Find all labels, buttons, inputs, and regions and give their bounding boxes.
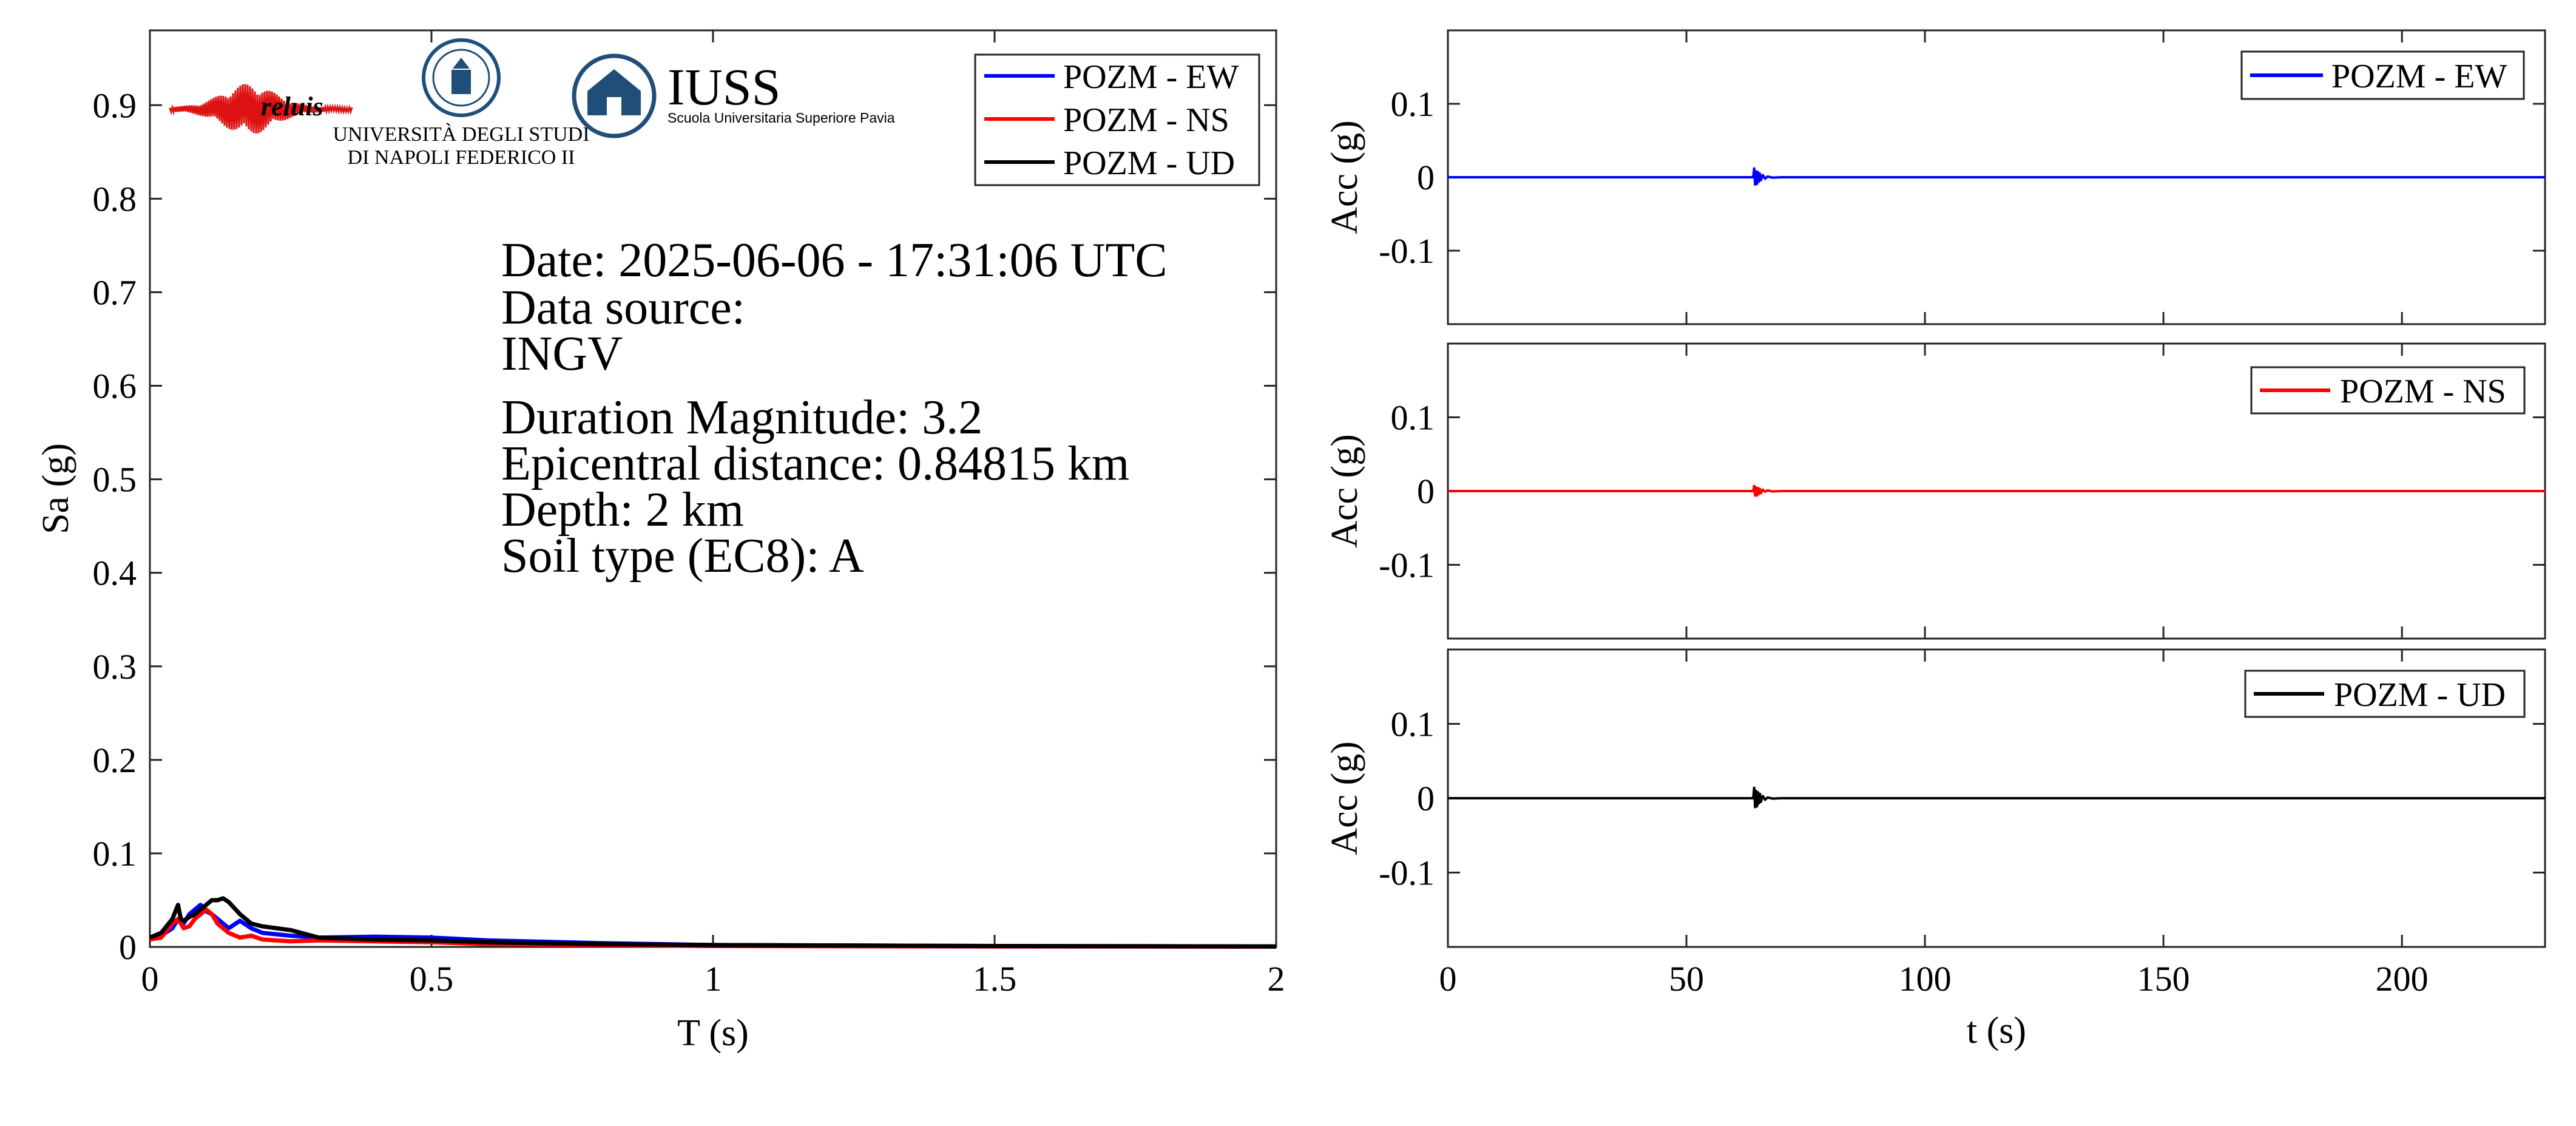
accelerogram-ud-ytick-label: 0.1 (1391, 705, 1435, 744)
spectrum-x-axis-label: T (s) (677, 1012, 749, 1054)
accelerogram-ns-ytick-label: 0.1 (1391, 398, 1435, 438)
accelerogram-ud-xtick-label: 200 (2376, 959, 2429, 999)
accelerogram-ns-ticks: 0.1 0 -0.1 (1379, 344, 2545, 639)
legend-label-ew: POZM - EW (1063, 58, 1239, 96)
reluis-logo-text: reluis (261, 92, 323, 121)
spectrum-ytick-label: 0.5 (93, 460, 137, 500)
unina-seal-figure-icon (451, 58, 471, 94)
spectrum-lines (149, 896, 1277, 949)
accelerogram-ud-xtick-label: 50 (1669, 959, 1704, 999)
accelerogram-ud-legend-label: POZM - UD (2334, 676, 2506, 714)
spectrum-legend: POZM - EW POZM - NS POZM - UD (974, 53, 1260, 186)
data-source-label: Data source: (501, 281, 745, 334)
unina-seal-inner-icon (432, 49, 490, 107)
depth: Depth: 2 km (501, 483, 744, 537)
accelerogram-ud-ticks: 0.1 0 -0.1 0 50 100 150 200 (1379, 649, 2545, 999)
accelerogram-ew-lines (1448, 167, 2545, 186)
iuss-title: IUSS (668, 58, 780, 116)
data-source-value: INGV (501, 327, 623, 381)
accelerogram-ew-series-ew (1448, 167, 2545, 186)
spectrum-ytick-label: 0 (119, 928, 137, 967)
accelerogram-ud-lines (1448, 786, 2545, 809)
unina-line1: UNIVERSITÀ DEGLI STUDI (333, 123, 589, 146)
accelerogram-ud-xtick-label: 100 (1899, 959, 1952, 999)
accelerogram-ew-ytick-label: 0 (1417, 158, 1435, 197)
unina-seal-icon (422, 38, 501, 117)
spectrum-ytick-label: 0.7 (93, 273, 137, 312)
iuss-subtitle: Scuola Universitaria Superiore Pavia (668, 110, 895, 126)
reluis-waveform-line (169, 84, 353, 134)
accelerogram-ns-ytick-label: -0.1 (1379, 546, 1435, 585)
legend-label-ns: POZM - NS (1063, 101, 1229, 139)
accelerogram-ns-panel: 0.1 0 -0.1 Acc (g) POZM - NS (1324, 342, 2546, 640)
accelerogram-ew-ticks: 0.1 0 -0.1 (1379, 30, 2545, 324)
spectrum-ticks: 0 0.1 0.2 0.3 0.4 0.5 0.6 0.7 0.8 0.9 0 0.5 1 1.5 2 (93, 30, 1285, 999)
event-date: Date: 2025-06-06 - 17:31:06 UTC (501, 234, 1168, 287)
reluis-logo: reluis (169, 84, 353, 134)
spectrum-ytick-label: 0.3 (93, 647, 137, 687)
accelerogram-ns-y-axis-label: Acc (g) (1324, 434, 1365, 548)
iuss-building-door-icon (607, 97, 621, 115)
spectrum-y-axis-label: Sa (g) (35, 443, 76, 534)
accelerogram-ns-ytick-label: 0 (1417, 472, 1435, 511)
accelerogram-ew-legend-label: POZM - EW (2331, 58, 2507, 95)
spectrum-ytick-label: 0.8 (93, 179, 137, 219)
accelerogram-ud-series-ud (1448, 786, 2545, 809)
legend-label-ud: POZM - UD (1063, 144, 1235, 182)
accelerogram-ud-panel: 0.1 0 -0.1 0 50 100 150 200 Acc (g) t (s) POZM … (1324, 648, 2546, 1051)
spectrum-chart: 0 0.1 0.2 0.3 0.4 0.5 0.6 0.7 0.8 0.9 0 0.5 1 1.5 2 T … (35, 29, 1285, 1054)
iuss-logo: IUSS Scuola Universitaria Superiore Pavi… (572, 53, 895, 138)
duration-magnitude: Duration Magnitude: 3.2 (501, 391, 982, 444)
spectrum-xtick-label: 2 (1268, 959, 1285, 999)
accelerogram-ud-y-axis-label: Acc (g) (1324, 741, 1365, 855)
accelerogram-ns-legend-label: POZM - NS (2340, 373, 2506, 410)
unina-logo: UNIVERSITÀ DEGLI STUDI DI NAPOLI FEDERIC… (333, 38, 590, 169)
accelerogram-ud-xtick-label: 150 (2137, 959, 2190, 999)
accelerogram-ns-lines (1448, 484, 2545, 497)
spectrum-xtick-label: 1 (705, 959, 722, 999)
iuss-emblem-icon (572, 53, 657, 138)
accelerogram-ew-ytick-label: 0.1 (1391, 84, 1435, 124)
epicentral-distance: Epicentral distance: 0.84815 km (501, 437, 1129, 490)
spectrum-xtick-label: 0 (141, 959, 159, 999)
unina-line2: DI NAPOLI FEDERICO II (348, 146, 575, 169)
spectrum-ytick-label: 0.6 (93, 367, 137, 406)
spectrum-xtick-label: 1.5 (973, 959, 1017, 999)
spectrum-series-ud (149, 896, 1277, 949)
spectrum-ytick-label: 0.2 (93, 741, 137, 780)
spectrum-xtick-label: 0.5 (410, 959, 454, 999)
event-info: Date: 2025-06-06 - 17:31:06 UTC Data sou… (501, 234, 1168, 583)
accelerogram-ud-ytick-label: -0.1 (1379, 853, 1435, 893)
spectrum-ytick-label: 0.4 (93, 554, 137, 593)
accelerogram-ud-xtick-label: 0 (1439, 959, 1457, 999)
accelerogram-x-axis-label: t (s) (1967, 1010, 2026, 1051)
iuss-building-icon (587, 69, 641, 115)
spectrum-ytick-label: 0.9 (93, 86, 137, 125)
accelerogram-ew-y-axis-label: Acc (g) (1324, 120, 1365, 234)
accelerogram-ud-ytick-label: 0 (1417, 779, 1435, 818)
accelerogram-ew-ytick-label: -0.1 (1379, 231, 1435, 271)
soil-type: Soil type (EC8): A (501, 529, 864, 583)
reluis-waveform-icon (169, 84, 353, 134)
accelerogram-ns-series-ns (1448, 484, 2545, 497)
accelerogram-ew-panel: 0.1 0 -0.1 Acc (g) POZM - EW (1324, 29, 2546, 325)
spectrum-ytick-label: 0.1 (93, 834, 137, 873)
